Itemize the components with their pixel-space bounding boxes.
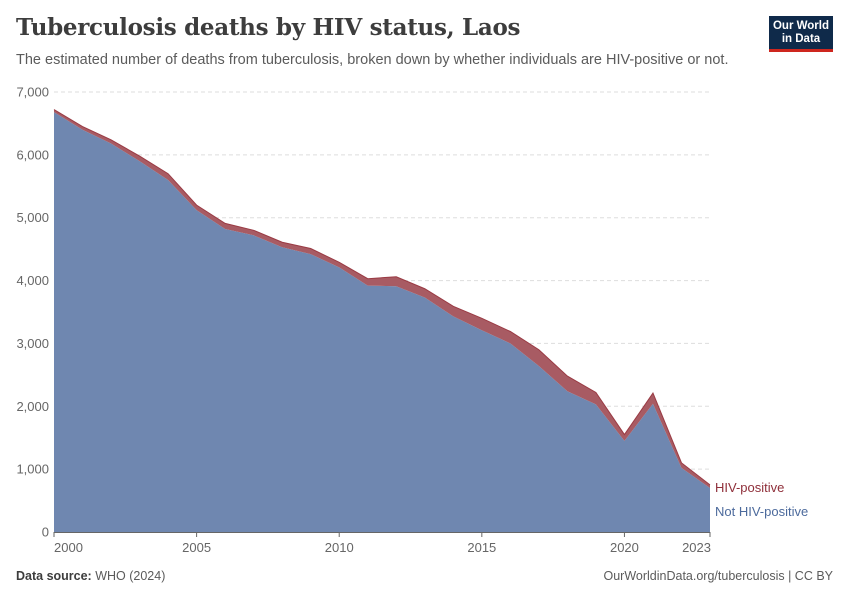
area-not-hiv-positive xyxy=(54,112,710,533)
axes: 0 1,000 2,000 3,000 4,000 5,000 6,000 7,000 2000… xyxy=(16,85,711,556)
source-link[interactable]: OurWorldinData.org/tuberculosis | CC BY xyxy=(603,569,834,583)
logo-line-1: Our World xyxy=(772,20,829,32)
x-tick-label: 2015 xyxy=(467,540,496,555)
chart-title: Tuberculosis deaths by HIV status, Laos xyxy=(16,14,521,41)
y-tick-label: 5,000 xyxy=(16,210,49,225)
series-labels: HIV-positive Not HIV-positive xyxy=(715,480,808,519)
y-tick-label: 3,000 xyxy=(16,336,49,351)
y-tick-label: 4,000 xyxy=(16,273,49,288)
stacked-area-chart: 0 1,000 2,000 3,000 4,000 5,000 6,000 7,000 2000… xyxy=(16,85,808,556)
data-areas xyxy=(53,109,711,533)
x-tick-label: 2000 xyxy=(54,540,83,555)
data-source-value: WHO (2024) xyxy=(95,569,166,583)
chart-subtitle: The estimated number of deaths from tube… xyxy=(16,52,729,68)
y-tick-label: 0 xyxy=(42,525,49,540)
area-hiv-positive xyxy=(54,109,710,488)
logo-line-2: in Data xyxy=(781,33,821,45)
x-tick-label: 2023 xyxy=(682,540,711,555)
y-tick-label: 7,000 xyxy=(16,85,49,100)
y-tick-label: 6,000 xyxy=(16,147,49,162)
x-tick-label: 2020 xyxy=(610,540,639,555)
line-hiv-positive-top xyxy=(53,109,711,486)
y-tick-label: 1,000 xyxy=(16,462,49,477)
series-label-not-hiv-positive: Not HIV-positive xyxy=(715,504,808,519)
x-tick-label: 2010 xyxy=(325,540,354,555)
data-source: Data source: WHO (2024) xyxy=(16,569,165,583)
y-tick-label: 2,000 xyxy=(16,399,49,414)
data-source-label: Data source: xyxy=(16,569,92,583)
x-tick-label: 2005 xyxy=(182,540,211,555)
series-label-hiv-positive: HIV-positive xyxy=(715,480,784,495)
owid-logo[interactable]: Our World in Data xyxy=(769,16,833,52)
